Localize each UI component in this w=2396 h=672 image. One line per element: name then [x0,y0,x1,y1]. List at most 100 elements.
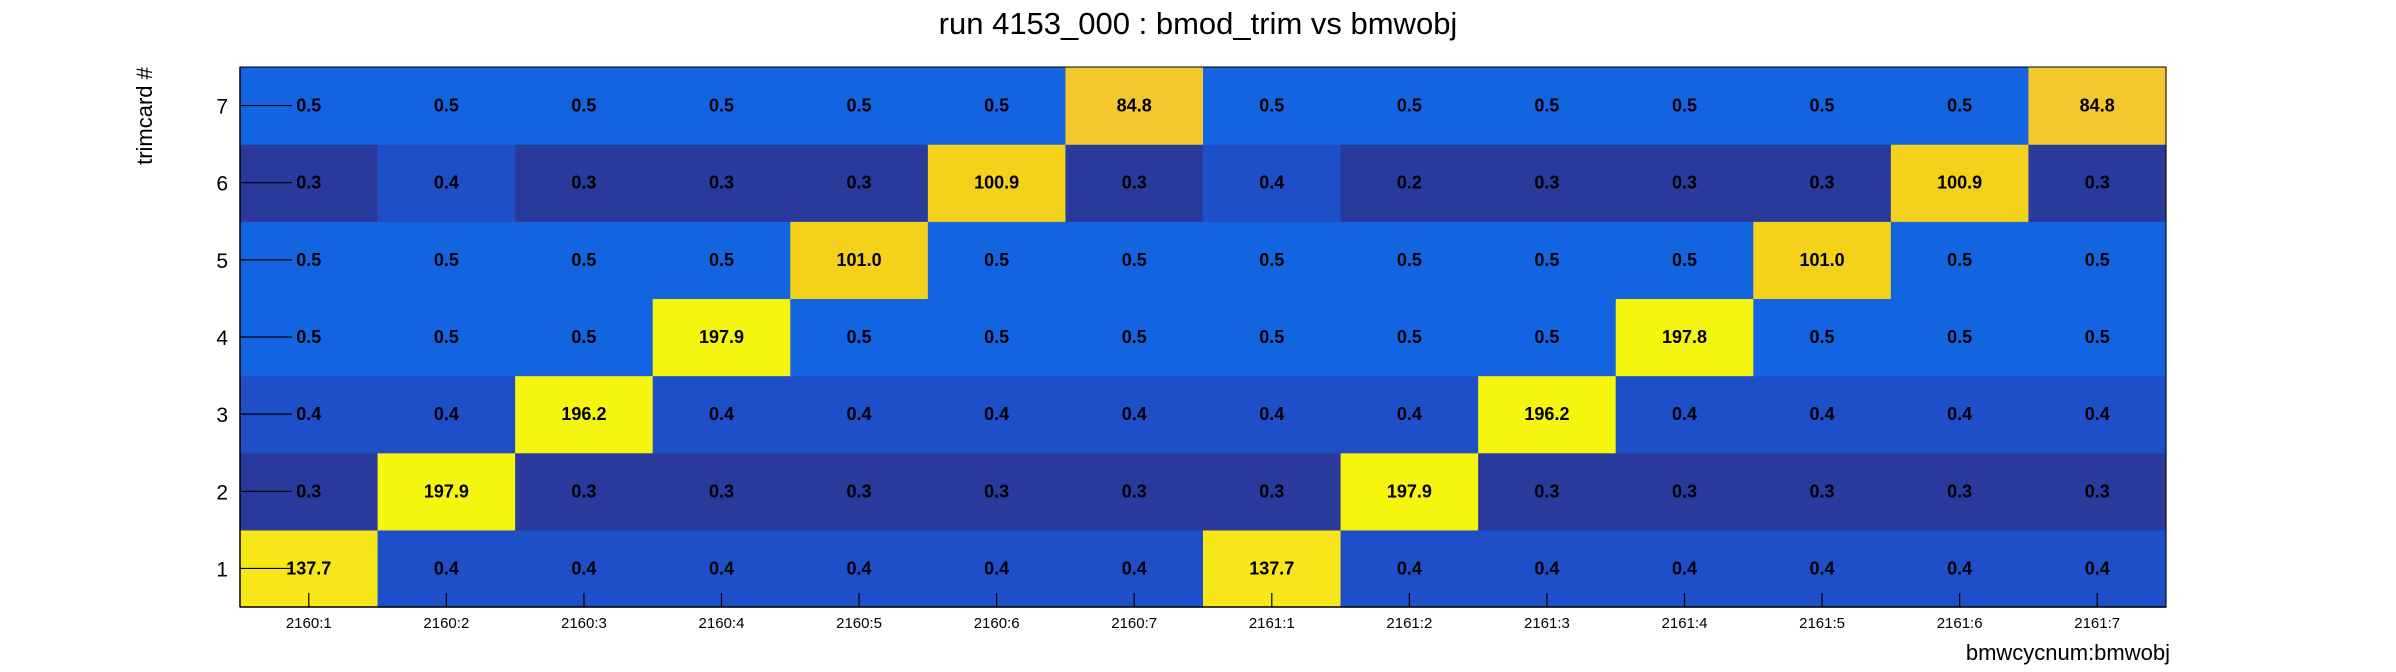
cell-value-label: 0.4 [434,558,459,578]
heatmap-cell-2160:6-7 [927,67,1067,145]
cell-value-label: 0.4 [571,558,596,578]
cell-value-label: 197.9 [424,481,469,501]
cell-value-label: 0.5 [296,327,321,347]
cell-value-label: 197.9 [699,327,744,347]
cell-value-label: 0.5 [847,96,872,116]
cell-value-label: 0.4 [434,404,459,424]
cell-value-label: 0.5 [1259,327,1284,347]
x-tick-label: 2160:5 [836,615,882,632]
heatmap-cell-2160:5-7 [790,67,929,145]
cell-value-label: 0.3 [1534,481,1559,501]
cell-value-label: 0.3 [1259,481,1284,501]
cell-value-label: 0.3 [709,173,734,193]
y-tick-label: 2 [216,481,228,504]
heatmap-cells [240,67,2167,608]
cell-value-label: 0.3 [847,173,872,193]
cell-value-label: 84.8 [2080,96,2115,116]
heatmap-cell-2161:5-3 [1753,375,1892,454]
cell-value-label: 0.5 [1534,327,1559,347]
heatmap-cell-2160:4-7 [652,67,791,145]
heatmap-cell-2160:7-5 [1065,221,1204,300]
cell-value-label: 0.4 [1810,558,1835,578]
heatmap-cell-2161:3-5 [1478,221,1617,300]
heatmap-cell-2161:3-7 [1478,67,1617,145]
heatmap-cell-2160:3-2 [515,452,654,531]
cell-value-label: 0.4 [1672,558,1697,578]
cell-value-label: 0.4 [1672,404,1697,424]
cell-value-label: 0.5 [2085,327,2110,347]
heatmap-cell-2160:3-6 [515,144,654,222]
cell-value-label: 0.5 [1947,327,1972,347]
heatmap-cell-2161:6-2 [1890,452,2030,531]
cell-value-label: 0.4 [1534,558,1559,578]
heatmap-cell-2160:5-3 [790,375,929,454]
heatmap-cell-2160:5-4 [790,298,929,377]
cell-value-label: 0.5 [1397,250,1422,270]
heatmap-cell-2160:2-7 [377,67,516,145]
cell-value-label: 0.5 [296,250,321,270]
heatmap-cell-2161:1-3 [1203,375,1342,454]
cell-value-label: 0.4 [847,558,872,578]
heatmap-cell-2161:7-5 [2028,221,2167,300]
y-tick-label: 6 [216,173,228,196]
heatmap-cell-2161:7-6 [2028,144,2167,222]
heatmap-cell-2161:1-6 [1203,144,1342,222]
y-tick-label: 5 [216,250,228,273]
cell-value-label: 0.5 [571,327,596,347]
x-tick-label: 2160:3 [561,615,607,632]
cell-value-label: 0.5 [1947,96,1972,116]
cell-value-label: 0.5 [571,250,596,270]
heatmap-cell-2161:1-4 [1203,298,1342,377]
heatmap-cell-2160:6-3 [927,375,1067,454]
heatmap-cell-2161:5-7 [1753,67,1892,145]
cell-value-label: 0.3 [1122,481,1147,501]
heatmap-cell-2161:1-2 [1203,452,1342,531]
x-tick-label: 2161:6 [1937,615,1983,632]
cell-value-label: 0.3 [709,481,734,501]
cell-value-label: 0.3 [2085,173,2110,193]
cell-value-label: 0.4 [709,404,734,424]
cell-value-label: 0.3 [1534,173,1559,193]
heatmap-cell-2160:2-4 [377,298,516,377]
heatmap-cell-2161:4-5 [1615,221,1754,300]
heatmap-cell-2160:7-4 [1065,298,1204,377]
cell-value-label: 0.4 [1122,558,1147,578]
heatmap-cell-2160:7-7 [1065,67,1204,145]
cell-value-label: 0.4 [434,173,459,193]
cell-value-label: 0.5 [709,96,734,116]
cell-value-label: 0.4 [2085,404,2110,424]
heatmap-cell-2161:2-6 [1340,144,1479,222]
cell-value-label: 0.5 [984,327,1009,347]
heatmap-cell-2160:4-3 [652,375,791,454]
cell-value-label: 0.3 [296,173,321,193]
cell-value-label: 0.3 [2085,481,2110,501]
x-tick-label: 2160:1 [286,615,332,632]
heatmap-cell-2161:4-6 [1615,144,1754,222]
heatmap-cell-2161:6-3 [1890,375,2030,454]
cell-value-label: 0.5 [1397,96,1422,116]
cell-value-label: 0.3 [296,481,321,501]
heatmap-cell-2161:7-3 [2028,375,2167,454]
cell-value-label: 101.0 [837,250,882,270]
cell-value-label: 0.5 [1947,250,1972,270]
cell-value-label: 0.5 [1259,250,1284,270]
cell-value-label: 0.5 [571,96,596,116]
cell-value-label: 0.5 [1672,250,1697,270]
y-tick-label: 1 [216,558,228,581]
heatmap-cell-2161:6-5 [1890,221,2030,300]
heatmap-cell-2161:5-6 [1753,144,1892,222]
cell-value-label: 196.2 [561,404,606,424]
cell-value-label: 197.9 [1387,481,1432,501]
cell-value-label: 0.4 [984,558,1009,578]
cell-value-label: 0.4 [296,404,321,424]
heatmap-cell-2160:7-3 [1065,375,1204,454]
cell-value-label: 0.3 [571,481,596,501]
heatmap-cell-2161:5-2 [1753,452,1892,531]
cell-value-label: 0.2 [1397,173,1422,193]
cell-value-label: 0.5 [434,327,459,347]
x-tick-label: 2161:1 [1249,615,1295,632]
cell-value-label: 196.2 [1524,404,1569,424]
cell-value-label: 0.3 [1810,173,1835,193]
heatmap-cell-2161:7-7 [2028,67,2167,145]
cell-value-label: 0.3 [847,481,872,501]
